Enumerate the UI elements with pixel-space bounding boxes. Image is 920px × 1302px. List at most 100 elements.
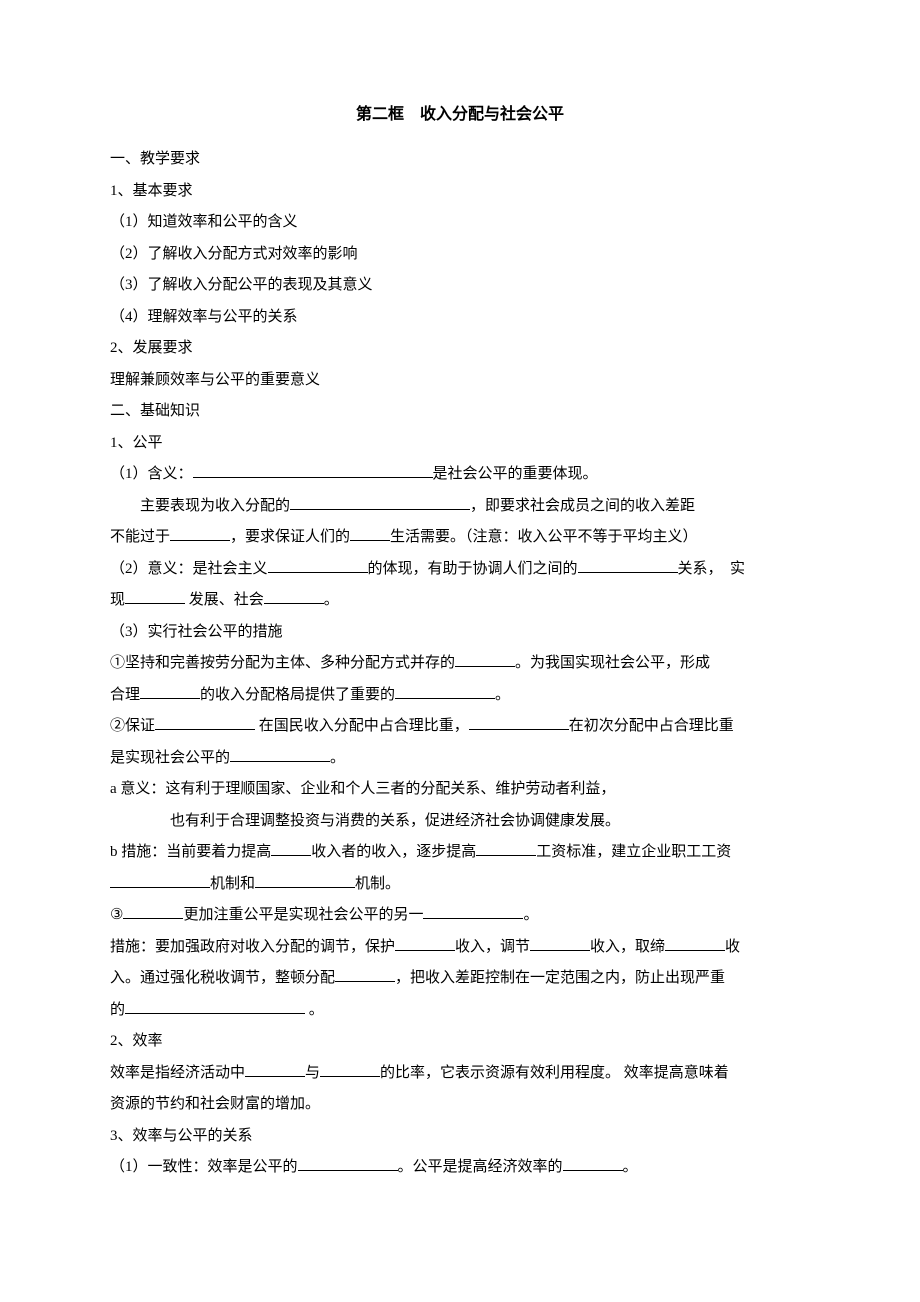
eff-heading: 2、效率 — [110, 1026, 810, 1058]
blank — [125, 999, 305, 1014]
blank — [578, 558, 678, 573]
fair-line-18: 的 。 — [110, 995, 810, 1027]
blank — [193, 463, 433, 478]
text: 收入，取缔 — [590, 939, 665, 955]
fair-line-15: ③ 更加注重公平是实现社会公平的另一 。 — [110, 900, 810, 932]
text: 。为我国实现社会公平，形成 — [515, 655, 710, 671]
text: （1）含义： — [110, 466, 193, 482]
rel-heading: 3、效率与公平的关系 — [110, 1121, 810, 1153]
fair-line-6: （3）实行社会公平的措施 — [110, 617, 810, 649]
text: 。 — [495, 687, 510, 703]
text: 的收入分配格局提供了重要的 — [200, 687, 395, 703]
blank — [140, 684, 200, 699]
text: 。 — [324, 592, 339, 608]
eff-line-1: 效率是指经济活动中 与 的比率，它表示资源有效利用程度。 效率提高意味着 — [110, 1058, 810, 1090]
fair-heading: 1、公平 — [110, 428, 810, 460]
blank — [563, 1156, 623, 1171]
text: 收入，调节 — [455, 939, 530, 955]
text: 的比率，它表示资源有效利用程度。 效率提高意味着 — [380, 1065, 729, 1081]
text: 是实现社会公平的 — [110, 750, 230, 766]
blank — [530, 936, 590, 951]
blank — [469, 715, 569, 730]
text: 在国民收入分配中占合理比重， — [255, 718, 469, 734]
blank — [268, 558, 368, 573]
point-1-2: （2）了解收入分配方式对效率的影响 — [110, 239, 810, 271]
blank — [230, 747, 330, 762]
fair-line-5: 现 发展、社会 。 — [110, 585, 810, 617]
fair-line-17: 入。通过强化税收调节，整顿分配，把收入差距控制在一定范围之内，防止出现严重 — [110, 963, 810, 995]
text: 生活需要。（注意：收入公平不等于平均主义） — [390, 529, 698, 545]
blank — [395, 684, 495, 699]
point-1-1: （1）知道效率和公平的含义 — [110, 207, 810, 239]
text: （2）意义：是社会主义 — [110, 561, 268, 577]
blank — [350, 526, 390, 541]
text: 工资标准，建立企业职工工资 — [536, 844, 731, 860]
text: 措施：要加强政府对收入分配的调节，保护 — [110, 939, 395, 955]
text: 收 — [725, 939, 740, 955]
fair-line-8: 合理 的收入分配格局提供了重要的 。 — [110, 680, 810, 712]
fair-line-4: （2）意义：是社会主义的体现，有助于协调人们之间的关系， 实 — [110, 554, 810, 586]
blank — [455, 652, 515, 667]
text: 机制。 — [355, 876, 400, 892]
item-1-2: 2、发展要求 — [110, 333, 810, 365]
text: ②保证 — [110, 718, 155, 734]
blank — [320, 1062, 380, 1077]
blank — [290, 495, 470, 510]
text: 现 — [110, 592, 125, 608]
text: 发展、社会 — [185, 592, 264, 608]
fair-line-11: a 意义：这有利于理顺国家、企业和个人三者的分配关系、维护劳动者利益， — [110, 774, 810, 806]
point-1-3: （3）了解收入分配公平的表现及其意义 — [110, 270, 810, 302]
blank — [335, 967, 395, 982]
text: 。 — [305, 1002, 324, 1018]
text: （1）一致性：效率是公平的 — [110, 1159, 298, 1175]
text: 的 — [110, 1002, 125, 1018]
text: 合理 — [110, 687, 140, 703]
point-1-5: 理解兼顾效率与公平的重要意义 — [110, 365, 810, 397]
blank — [423, 904, 523, 919]
blank — [155, 715, 255, 730]
blank — [298, 1156, 398, 1171]
text: 效率是指经济活动中 — [110, 1065, 245, 1081]
text: 是社会公平的重要体现。 — [433, 466, 598, 482]
text: 与 — [305, 1065, 320, 1081]
rel-line-1: （1）一致性：效率是公平的。公平是提高经济效率的。 — [110, 1152, 810, 1184]
document-title: 第二框 收入分配与社会公平 — [110, 100, 810, 124]
blank — [271, 841, 311, 856]
text: 主要表现为收入分配的 — [140, 498, 290, 514]
section-2-heading: 二、基础知识 — [110, 396, 810, 428]
text: ③ — [110, 907, 123, 923]
fair-line-9: ②保证 在国民收入分配中占合理比重， 在初次分配中占合理比重 — [110, 711, 810, 743]
text: 机制和 — [210, 876, 255, 892]
text: b 措施：当前要着力提高 — [110, 844, 271, 860]
blank — [255, 873, 355, 888]
blank — [125, 589, 185, 604]
fair-line-3: 不能过于，要求保证人们的生活需要。（注意：收入公平不等于平均主义） — [110, 522, 810, 554]
fair-line-14: 机制和 机制。 — [110, 869, 810, 901]
text: 。 — [623, 1159, 638, 1175]
item-1-1: 1、基本要求 — [110, 176, 810, 208]
blank — [395, 936, 455, 951]
blank — [123, 904, 183, 919]
blank — [264, 589, 324, 604]
section-1-heading: 一、教学要求 — [110, 144, 810, 176]
text: 在初次分配中占合理比重 — [569, 718, 734, 734]
text: ①坚持和完善按劳分配为主体、多种分配方式并存的 — [110, 655, 455, 671]
eff-line-2: 资源的节约和社会财富的增加。 — [110, 1089, 810, 1121]
blank — [110, 873, 210, 888]
fair-line-2: 主要表现为收入分配的，即要求社会成员之间的收入差距 — [110, 491, 810, 523]
blank — [170, 526, 230, 541]
blank — [476, 841, 536, 856]
text: 关系， 实 — [678, 561, 746, 577]
fair-line-16: 措施：要加强政府对收入分配的调节，保护 收入，调节 收入，取缔 收 — [110, 932, 810, 964]
text: 。 — [523, 907, 538, 923]
text: ，要求保证人们的 — [230, 529, 350, 545]
blank — [665, 936, 725, 951]
text: 更加注重公平是实现社会公平的另一 — [183, 907, 423, 923]
text: 。 — [330, 750, 345, 766]
text: ，把收入差距控制在一定范围之内，防止出现严重 — [395, 970, 725, 986]
point-1-4: （4）理解效率与公平的关系 — [110, 302, 810, 334]
fair-line-10: 是实现社会公平的 。 — [110, 743, 810, 775]
fair-line-13: b 措施：当前要着力提高收入者的收入，逐步提高工资标准，建立企业职工工资 — [110, 837, 810, 869]
fair-line-1: （1）含义： 是社会公平的重要体现。 — [110, 459, 810, 491]
blank — [245, 1062, 305, 1077]
